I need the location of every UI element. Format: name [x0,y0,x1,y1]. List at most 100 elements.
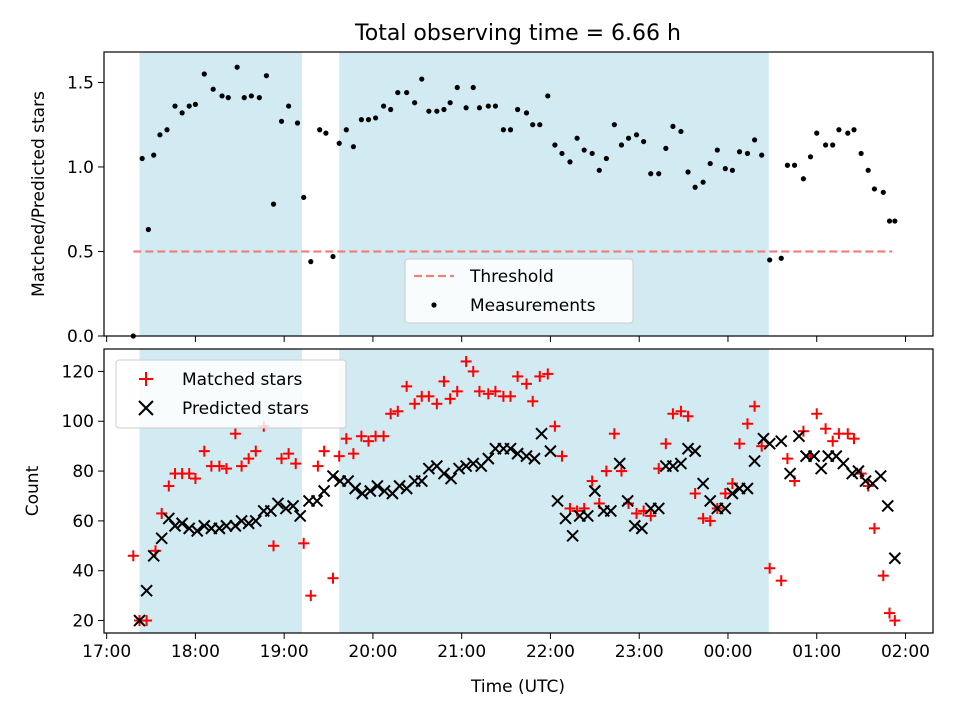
matched-point [268,540,280,552]
predicted-point [535,427,548,440]
matched-point [243,453,255,465]
matched-point [451,385,463,397]
measurement-point [823,142,829,148]
matched-point [283,448,295,460]
measurement-point [234,64,240,70]
legend-measurements-swatch [431,302,437,308]
matched-point [505,390,517,402]
measurement-point [845,130,851,136]
measurement-point [530,122,536,128]
predicted-point [859,474,872,488]
measurement-point [800,176,807,182]
predicted-point [271,497,285,510]
matched-point [675,405,687,417]
measurement-point [426,108,432,114]
matched-point [183,468,195,480]
measurement-point [729,167,736,173]
predicted-point [155,532,168,545]
measurement-point [294,120,301,126]
predicted-point [175,517,189,530]
bottom-ytick-label-1: 40 [72,562,94,582]
predicted-point [504,442,517,455]
predicted-point [511,447,524,460]
predicted-point [133,614,146,627]
predicted-point [348,482,362,495]
matched-point [775,575,787,587]
measurement-point [434,108,440,114]
predicted-point [874,469,887,483]
matched-point [141,615,153,627]
predicted-point [415,474,428,488]
measurement-point [767,257,773,263]
measurement-point [372,115,379,121]
measurement-point [358,117,364,123]
measurement-point [778,255,784,261]
matched-point [848,433,860,445]
predicted-point [566,529,579,543]
predicted-point [748,454,761,468]
matched-point [473,385,485,397]
top-panel: 0.0 0.5 1.0 1.5 Matched/Predicted stars Thr… [29,51,934,347]
measurement-point [807,154,814,160]
measurement-point [317,127,323,133]
measurement-point [186,103,192,109]
measurement-point [836,127,842,133]
predicted-point [696,477,710,490]
predicted-point [393,479,406,493]
measurement-point [537,122,543,128]
predicted-point [783,467,797,480]
matched-point [392,405,404,417]
measurement-point [485,103,491,109]
matched-point [482,388,494,400]
predicted-point [726,487,739,500]
bottom-xtick-label-6: 23:00 [615,642,664,662]
measurement-point [692,184,698,190]
measurement-point [441,106,447,113]
bottom-ytick-label-3: 80 [72,462,94,482]
bottom-ytick-label-0: 20 [72,612,94,632]
top-ytick-label-3: 1.5 [67,73,94,93]
measurement-point [380,103,387,109]
predicted-point [190,524,204,538]
measurement-point [145,226,151,233]
measurement-point [892,218,898,224]
measurement-point [219,93,225,99]
measurement-point [567,159,573,165]
measurement-point [552,142,558,148]
predicted-point [364,484,377,498]
predicted-point [581,509,594,523]
predicted-point [604,504,618,518]
predicted-point [293,509,307,523]
bottom-y-ticks: 20 40 60 80 100 120 [62,362,104,632]
matched-point [250,445,262,457]
matched-point [378,430,390,442]
matched-point [741,418,753,430]
measurement-point [886,218,893,224]
predicted-point [242,517,255,530]
measurement-point [172,103,178,109]
matched-point [811,408,823,420]
predicted-point [807,449,821,463]
predicted-point [763,437,776,450]
matched-point [719,487,731,499]
predicted-point [310,494,324,508]
measurement-point [256,95,262,101]
top-legend: Threshold Measurements [404,258,634,324]
predicted-point [198,519,211,533]
predicted-point [235,514,248,528]
matched-point [318,445,330,457]
measurement-point [545,93,551,99]
measurement-points [130,64,898,339]
predicted-point [681,442,695,455]
bottom-panel: 20 40 60 80 100 120 17:00 18:00 19:00 20:00 21:00… [23,348,934,697]
measurement-point [791,162,798,168]
matched-point [347,448,359,460]
measurement-point [714,147,720,153]
measurement-point [641,138,647,145]
measurement-point [157,132,163,138]
matched-point [312,460,324,472]
matched-point [409,398,421,410]
predicted-point [775,434,788,448]
matched-point [362,435,374,447]
